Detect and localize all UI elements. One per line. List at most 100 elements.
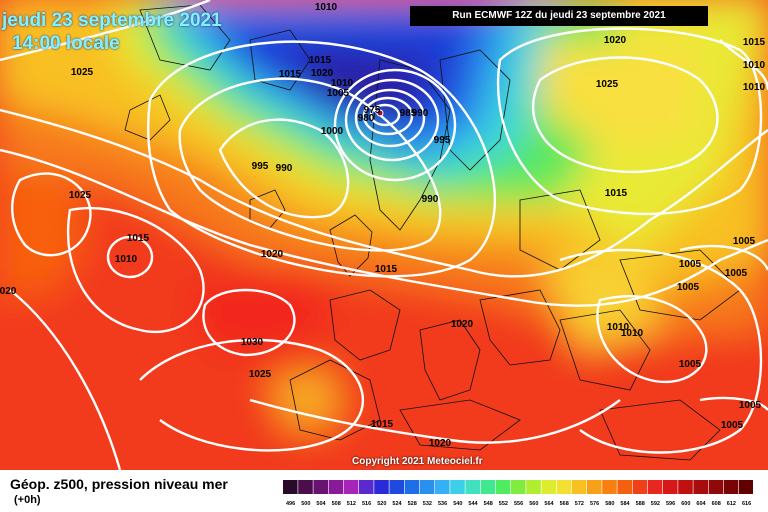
copyright-notice: Copyright 2021 Meteociel.fr [352,456,483,467]
isobar-label: 1010 [743,60,766,71]
legend-tick-label: 544 [468,501,478,507]
isobar-label: 1020 [451,319,474,330]
legend-tick-label: 584 [620,501,630,507]
legend-tick-label: 592 [651,501,660,507]
isobar-label: 1005 [721,420,744,431]
legend-swatch [313,480,328,494]
legend-tick-label: 512 [347,501,356,507]
legend-tick-label: 604 [696,501,706,507]
isobar-label: 1015 [309,55,332,66]
isobar-label: 1005 [733,236,756,247]
legend-tick-label: 500 [301,501,310,507]
legend-swatch [419,480,435,494]
isobar-label: 1005 [327,88,350,99]
footer-bar: Géop. z500, pression niveau mer (+0h) 49… [0,470,768,512]
isobar-label: 1020 [261,249,284,260]
legend-swatch [678,480,693,494]
isobar-label: 985 [400,108,417,119]
forecast-date: jeudi 23 septembre 2021 [2,10,222,31]
coastlines [124,4,741,461]
isobar-label: 1010 [315,2,338,13]
isobar-label: 1000 [321,126,344,137]
legend-swatch [632,480,648,494]
isobar-label: 1010 [621,328,644,339]
legend-swatch [708,480,724,494]
isobar-label: 995 [252,161,269,172]
lead-time: (+0h) [14,494,41,506]
low-center [376,109,384,117]
legend-swatch [404,480,420,494]
legend-swatch [465,480,480,494]
legend-swatch [495,480,511,494]
legend-swatch [435,480,450,494]
legend-swatch [389,480,404,494]
legend-swatch [663,480,678,494]
legend-tick-label: 520 [377,501,386,507]
legend-swatch [587,480,602,494]
isobar-label: 975 [364,105,381,116]
isobar-label: 980 [358,113,375,124]
legend-tick-label: 576 [590,501,599,507]
legend-tick-label: 508 [332,501,341,507]
isobar-label: 1015 [279,69,302,80]
legend-tick-label: 524 [392,501,402,507]
forecast-time: 14:00 locale [12,33,120,54]
legend-swatch [374,480,389,494]
legend-tick-label: 552 [499,501,508,507]
legend-swatch [602,480,617,494]
isobar-label: 1005 [679,259,702,270]
legend-tick-label: 572 [575,501,584,507]
legend-tick-label: 580 [605,501,614,507]
legend-tick-label: 596 [666,501,675,507]
isobar-label: 1005 [679,359,702,370]
isobar-label: 1005 [739,400,762,411]
legend-swatch [541,480,556,494]
isobar-label: 1005 [725,268,748,279]
legend-swatch [693,480,708,494]
legend-tick-label: 496 [286,501,295,507]
isobar-label: 1025 [249,369,272,380]
isobar-label: 1025 [71,67,94,78]
parameter-title: Géop. z500, pression niveau mer [10,476,228,492]
isobar-label: 1025 [69,190,92,201]
isobar-label: 990 [276,163,293,174]
z500-field [0,0,768,470]
legend-tick-label: 560 [529,501,538,507]
isobar-label: 1015 [605,188,628,199]
legend-tick-label: 548 [484,501,493,507]
legend-tick-label: 556 [514,501,523,507]
legend-swatch [283,480,298,494]
isobar-label: 1010 [115,254,138,265]
isobar-label: 020 [0,286,17,297]
legend-swatch [298,480,313,494]
legend-swatch [617,480,632,494]
isobar-label: 1010 [743,82,766,93]
map-canvas: 1010 1015 1025 1015 1020 1010 1005 975 9… [0,0,768,470]
legend-tick-label: 568 [560,501,569,507]
isobar-label: 1020 [604,35,627,46]
legend-swatch [571,480,587,494]
legend-tick-label: 600 [681,501,690,507]
isobar-label: 1015 [375,264,398,275]
isobar-label: 1005 [677,282,700,293]
isobar-label: 1015 [127,233,150,244]
legend-swatch [343,480,359,494]
isobar-label: 995 [434,135,451,146]
legend-tick-label: 612 [727,501,736,507]
isobar-label: 1015 [743,37,766,48]
isobar-label: 1010 [331,78,354,89]
isobar-label: 1015 [371,419,394,430]
legend-tick-label: 536 [438,501,447,507]
legend-tick-label: 528 [408,501,417,507]
legend-swatch [723,480,739,494]
legend-tick-label: 540 [453,501,462,507]
legend-tick-label: 516 [362,501,371,507]
weather-map: 1010 1015 1025 1015 1020 1010 1005 975 9… [0,0,768,470]
run-label: Run ECMWF 12Z du jeudi 23 septembre 2021 [410,6,708,26]
isobar-label: 1020 [311,68,334,79]
legend-swatch [511,480,526,494]
legend-swatch [328,480,344,494]
legend-swatch [450,480,465,494]
legend-tick-label: 616 [742,501,751,507]
legend-swatch [359,480,374,494]
